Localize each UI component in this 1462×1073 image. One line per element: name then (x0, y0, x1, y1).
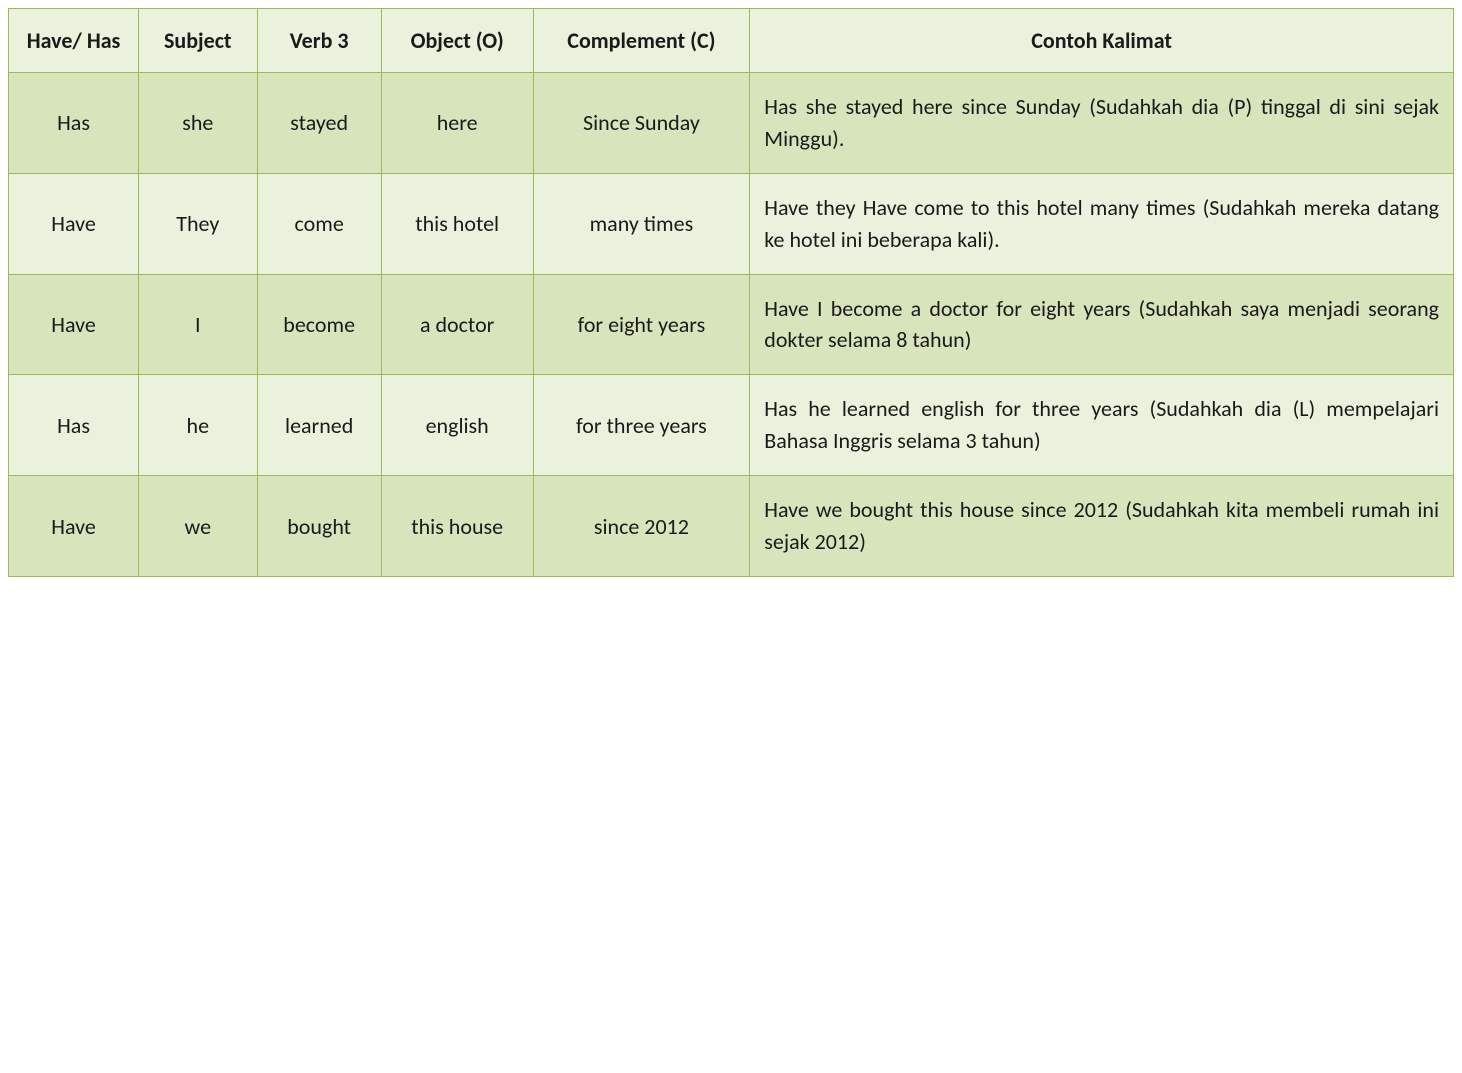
table-row: Has she stayed here Since Sunday Has she… (9, 73, 1454, 174)
cell-sentence: Has he learned english for three years (… (750, 375, 1454, 476)
cell-verb3: bought (257, 476, 381, 577)
cell-complement: for three years (533, 375, 750, 476)
cell-object: english (381, 375, 533, 476)
cell-subject: I (139, 274, 257, 375)
cell-object: this house (381, 476, 533, 577)
col-header: Complement (C) (533, 9, 750, 73)
cell-object: a doctor (381, 274, 533, 375)
cell-sentence: Have I become a doctor for eight years (… (750, 274, 1454, 375)
cell-complement: Since Sunday (533, 73, 750, 174)
table-row: Has he learned english for three years H… (9, 375, 1454, 476)
col-header: Subject (139, 9, 257, 73)
cell-verb3: come (257, 173, 381, 274)
cell-subject: we (139, 476, 257, 577)
cell-verb3: learned (257, 375, 381, 476)
cell-object: this hotel (381, 173, 533, 274)
col-header: Object (O) (381, 9, 533, 73)
cell-subject: They (139, 173, 257, 274)
table-row: Have I become a doctor for eight years H… (9, 274, 1454, 375)
grammar-table: Have/ Has Subject Verb 3 Object (O) Comp… (8, 8, 1454, 577)
cell-have-has: Has (9, 73, 139, 174)
cell-complement: for eight years (533, 274, 750, 375)
cell-subject: he (139, 375, 257, 476)
cell-verb3: become (257, 274, 381, 375)
col-header: Have/ Has (9, 9, 139, 73)
cell-have-has: Have (9, 274, 139, 375)
table-header-row: Have/ Has Subject Verb 3 Object (O) Comp… (9, 9, 1454, 73)
cell-have-has: Has (9, 375, 139, 476)
col-header: Contoh Kalimat (750, 9, 1454, 73)
cell-have-has: Have (9, 173, 139, 274)
cell-sentence: Has she stayed here since Sunday (Sudahk… (750, 73, 1454, 174)
cell-complement: since 2012 (533, 476, 750, 577)
cell-complement: many times (533, 173, 750, 274)
cell-verb3: stayed (257, 73, 381, 174)
cell-sentence: Have we bought this house since 2012 (Su… (750, 476, 1454, 577)
table-row: Have we bought this house since 2012 Hav… (9, 476, 1454, 577)
cell-sentence: Have they Have come to this hotel many t… (750, 173, 1454, 274)
cell-object: here (381, 73, 533, 174)
col-header: Verb 3 (257, 9, 381, 73)
cell-have-has: Have (9, 476, 139, 577)
table-row: Have They come this hotel many times Hav… (9, 173, 1454, 274)
cell-subject: she (139, 73, 257, 174)
